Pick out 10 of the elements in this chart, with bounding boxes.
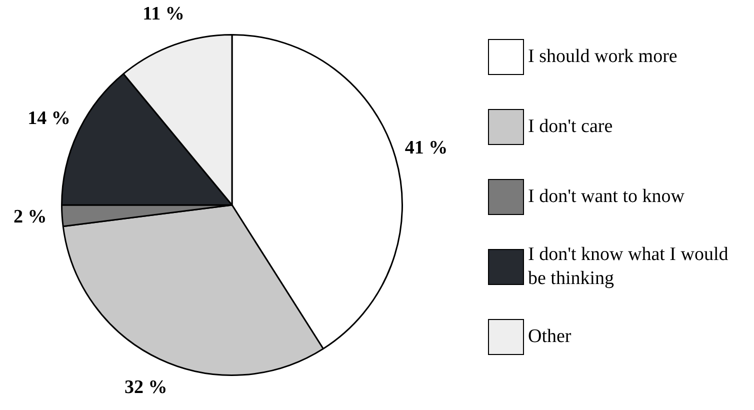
legend-label: I don't care <box>528 115 614 139</box>
data-label: 14 % <box>28 108 70 129</box>
legend-label: I don't know what I would be thinking <box>528 243 730 291</box>
data-label: 11 % <box>142 4 184 25</box>
legend-label: I don't want to know <box>528 185 686 209</box>
data-label: 2 % <box>14 206 47 228</box>
data-label: 41 % <box>404 137 448 158</box>
data-label: 32 % <box>124 376 168 398</box>
legend-label: Other <box>528 325 572 349</box>
legend-label: I should work more <box>528 45 678 69</box>
